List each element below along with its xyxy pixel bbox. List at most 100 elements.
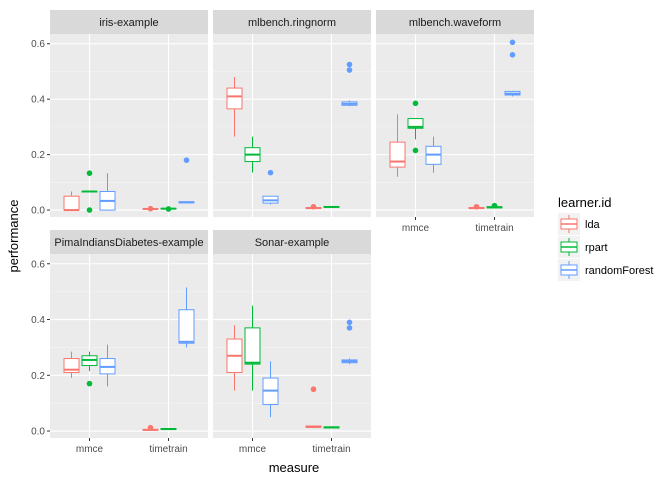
box-timetrain-randomForest — [178, 287, 195, 348]
panel-background — [376, 34, 534, 217]
outlier-point — [147, 205, 154, 212]
legend-entry-rpart — [558, 236, 580, 258]
facet-panel-1 — [213, 10, 371, 217]
legend-label: lda — [585, 219, 601, 231]
outlier-point — [412, 147, 419, 154]
box-timetrain-randomForest — [178, 157, 195, 204]
box-timetrain-rpart — [323, 205, 340, 209]
box-timetrain-randomForest — [341, 61, 358, 107]
box-mmce-lda — [389, 114, 406, 177]
facet-strip-label: Sonar-example — [255, 237, 330, 249]
x-axis-title: measure — [269, 460, 320, 475]
outlier-point — [147, 424, 154, 431]
facet-panel-0 — [47, 10, 208, 217]
outlier-point — [165, 206, 172, 212]
box-mmce-randomForest — [99, 344, 116, 387]
facet-panel-2 — [376, 10, 534, 220]
outlier-point — [183, 157, 190, 163]
y-tick-label: 0.0 — [31, 206, 45, 217]
facet-strip-label: iris-example — [99, 17, 158, 29]
box-mmce-randomForest — [262, 169, 279, 205]
box-timetrain-lda — [142, 205, 159, 212]
box-timetrain-lda — [305, 203, 322, 210]
outlier-point — [86, 207, 93, 213]
x-tick-label: mmce — [76, 444, 104, 455]
outlier-point — [346, 325, 353, 331]
box-iqr — [244, 327, 261, 365]
facet-strip — [50, 10, 208, 34]
box-mmce-randomForest — [99, 173, 116, 211]
y-tick-label: 0.6 — [31, 259, 45, 270]
outlier-point — [346, 61, 353, 68]
y-tick-label: 0.6 — [31, 39, 45, 50]
outlier-point — [509, 51, 516, 58]
box-timetrain-rpart — [160, 428, 177, 431]
box-mmce-lda — [226, 76, 243, 137]
y-tick-label: 0.2 — [31, 371, 45, 382]
panel-background — [213, 34, 371, 217]
box-timetrain-lda — [142, 424, 159, 431]
legend — [558, 213, 580, 281]
y-axis-title: performance — [6, 200, 21, 273]
outlier-point — [310, 203, 317, 210]
x-tick-label: mmce — [402, 223, 430, 234]
facet-strip-label: PimaIndiansDiabetes-example — [54, 237, 203, 249]
box-timetrain-randomForest — [504, 39, 521, 97]
outlier-point — [86, 380, 93, 387]
outlier-point — [509, 39, 516, 46]
box-timetrain-rpart — [160, 206, 177, 212]
y-tick-label: 0.4 — [31, 315, 45, 326]
outlier-point — [310, 386, 317, 393]
facet-panel-3 — [47, 230, 208, 441]
facet-strip — [213, 10, 371, 34]
legend-entry-lda — [558, 213, 580, 235]
x-tick-label: timetrain — [312, 444, 350, 455]
facet-panel-4 — [213, 230, 371, 441]
legend-title: learner.id — [558, 195, 611, 210]
legend-label: randomForest — [585, 265, 653, 277]
box-mmce-rpart — [81, 351, 98, 387]
box-mmce-rpart — [244, 136, 261, 173]
y-tick-label: 0.4 — [31, 95, 45, 106]
x-tick-label: timetrain — [149, 444, 187, 455]
outlier-point — [346, 319, 353, 326]
facet-strip — [376, 10, 534, 34]
box-mmce-randomForest — [262, 361, 279, 418]
facet-strip-label: mlbench.waveform — [409, 17, 501, 29]
facet-strip-label: mlbench.ringnorm — [248, 17, 336, 29]
panel-background — [50, 254, 208, 438]
box-iqr — [63, 195, 80, 211]
facet-strip — [213, 230, 371, 254]
x-tick-label: timetrain — [475, 223, 513, 234]
outlier-point — [267, 169, 274, 176]
box-timetrain-rpart — [486, 202, 503, 209]
box-iqr — [389, 141, 406, 168]
box-timetrain-randomForest — [341, 319, 358, 365]
box-iqr — [178, 309, 195, 344]
box-mmce-rpart — [407, 100, 424, 154]
legend-label: rpart — [585, 242, 608, 254]
box-mmce-randomForest — [425, 136, 442, 173]
box-mmce-lda — [63, 191, 80, 212]
box-mmce-lda — [226, 325, 243, 391]
legend-entry-randomForest — [558, 259, 580, 281]
facet-strip — [50, 230, 208, 254]
panel-background — [50, 34, 208, 217]
box-iqr — [226, 87, 243, 110]
outlier-point — [346, 67, 353, 73]
box-timetrain-lda — [468, 203, 485, 210]
outlier-point — [491, 202, 498, 209]
box-timetrain-rpart — [323, 426, 340, 429]
y-tick-label: 0.2 — [31, 150, 45, 161]
box-mmce-lda — [63, 351, 80, 379]
outlier-point — [412, 100, 419, 107]
outlier-point — [473, 203, 480, 210]
outlier-point — [86, 170, 93, 176]
y-tick-label: 0.0 — [31, 427, 45, 438]
box-mmce-rpart — [244, 305, 261, 391]
x-tick-label: mmce — [239, 444, 267, 455]
box-mmce-rpart — [81, 170, 98, 213]
box-iqr — [407, 118, 424, 129]
